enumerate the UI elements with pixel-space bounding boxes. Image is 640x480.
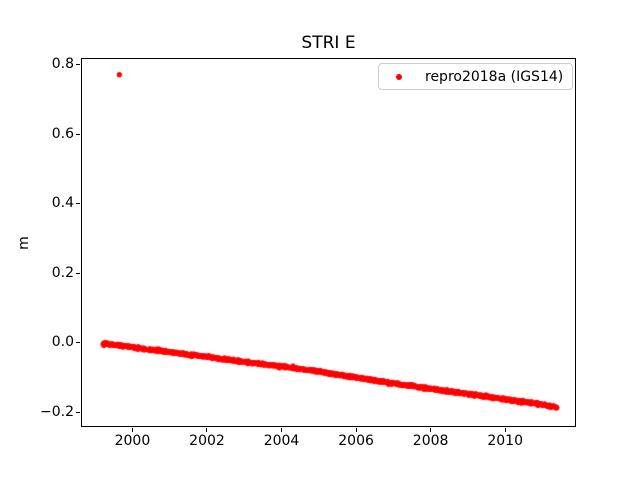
x-tick-label: 2000 — [114, 433, 151, 449]
x-tick-label: 2010 — [487, 433, 523, 449]
y-tick-label: −0.2 — [40, 403, 74, 420]
y-axis-label: m — [16, 236, 32, 250]
x-tick-mark — [430, 428, 432, 432]
plot-frame — [81, 58, 576, 427]
y-tick-label: 0.0 — [51, 334, 74, 351]
y-tick-mark — [76, 342, 80, 344]
y-tick-mark — [76, 203, 80, 205]
x-tick-mark — [504, 428, 506, 432]
y-tick-label: 0.4 — [51, 195, 74, 212]
y-tick-mark — [76, 272, 80, 274]
x-tick-mark — [281, 428, 283, 432]
y-tick-mark — [76, 411, 80, 413]
x-tick-mark — [355, 428, 357, 432]
y-tick-mark — [76, 133, 80, 135]
y-tick-label: 0.2 — [51, 264, 74, 281]
y-tick-mark — [76, 64, 80, 66]
x-tick-label: 2008 — [412, 433, 449, 449]
y-tick-label: 0.6 — [51, 125, 74, 142]
x-tick-label: 2006 — [338, 433, 374, 449]
x-tick-mark — [131, 428, 133, 432]
legend-dot-icon — [396, 73, 402, 80]
legend-label: repro2018a (IGS14) — [425, 68, 564, 85]
x-tick-mark — [206, 428, 208, 432]
x-tick-label: 2004 — [263, 433, 300, 449]
legend: repro2018a (IGS14) — [378, 63, 573, 90]
x-tick-label: 2002 — [189, 433, 225, 449]
chart-title: STRI E — [301, 33, 356, 53]
y-tick-label: 0.8 — [51, 56, 74, 73]
